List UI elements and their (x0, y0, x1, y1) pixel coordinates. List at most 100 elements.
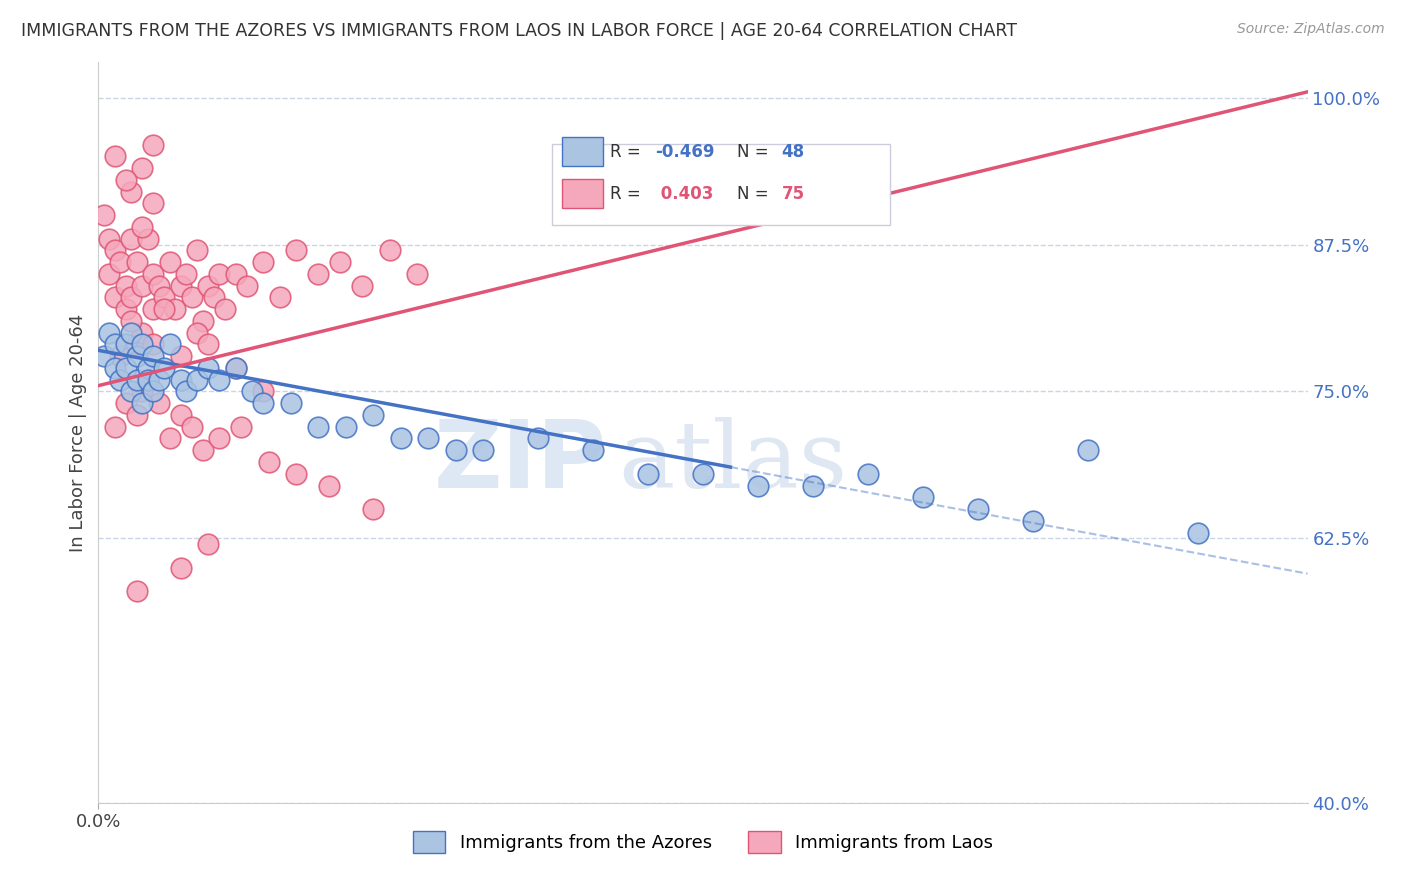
Point (966, 502, 988, 516)
Point (197, 361, 219, 376)
Point (104, 419, 127, 434)
Point (159, 432, 181, 446)
Point (208, 373, 231, 387)
Point (115, 361, 138, 376)
Point (170, 373, 193, 387)
Point (159, 255, 181, 269)
Point (125, 373, 148, 387)
Point (104, 244, 127, 258)
Point (104, 361, 127, 376)
Text: ZIP: ZIP (433, 417, 606, 508)
Point (361, 408, 384, 422)
Point (104, 149, 127, 163)
Point (214, 302, 236, 317)
Point (240, 384, 263, 399)
Point (406, 267, 429, 281)
Point (352, 278, 374, 293)
FancyBboxPatch shape (561, 179, 603, 209)
Point (104, 290, 127, 304)
Point (1187, 525, 1209, 540)
Point (98, 232, 121, 246)
Point (170, 408, 193, 422)
Point (1022, 514, 1045, 528)
Point (170, 349, 193, 363)
Point (125, 349, 148, 363)
Point (582, 443, 605, 458)
Text: 48: 48 (782, 143, 804, 161)
Point (444, 443, 467, 458)
Text: atlas: atlas (619, 417, 848, 508)
Point (93, 208, 115, 222)
Point (191, 314, 214, 328)
Point (1077, 443, 1099, 458)
Point (208, 267, 231, 281)
Point (142, 349, 165, 363)
Point (285, 467, 308, 481)
Point (165, 302, 187, 317)
Point (120, 384, 142, 399)
Point (801, 478, 824, 492)
Point (115, 337, 138, 351)
Point (153, 302, 176, 317)
Point (186, 244, 208, 258)
Point (472, 443, 495, 458)
Point (136, 373, 159, 387)
Point (98, 267, 121, 281)
Point (252, 396, 274, 410)
Point (142, 137, 165, 152)
Point (361, 502, 384, 516)
Point (170, 561, 193, 575)
Point (110, 255, 132, 269)
Text: Source: ZipAtlas.com: Source: ZipAtlas.com (1237, 22, 1385, 37)
Point (93, 349, 115, 363)
Point (142, 337, 165, 351)
Point (191, 443, 214, 458)
Text: IMMIGRANTS FROM THE AZORES VS IMMIGRANTS FROM LAOS IN LABOR FORCE | AGE 20-64 CO: IMMIGRANTS FROM THE AZORES VS IMMIGRANTS… (21, 22, 1017, 40)
Point (142, 302, 165, 317)
Point (120, 185, 142, 199)
Point (148, 396, 170, 410)
Text: -0.469: -0.469 (655, 143, 714, 161)
Point (131, 396, 153, 410)
Point (142, 196, 165, 211)
Point (318, 478, 340, 492)
Point (115, 173, 138, 187)
Point (142, 267, 165, 281)
Point (231, 419, 253, 434)
Point (280, 396, 302, 410)
Point (125, 337, 148, 351)
Point (153, 290, 176, 304)
Point (307, 419, 329, 434)
Point (197, 337, 219, 351)
Point (186, 373, 208, 387)
Point (285, 244, 308, 258)
Point (418, 432, 440, 446)
Point (225, 361, 247, 376)
Point (110, 349, 132, 363)
Y-axis label: In Labor Force | Age 20-64: In Labor Force | Age 20-64 (69, 313, 87, 552)
Point (115, 396, 138, 410)
Point (131, 384, 153, 399)
Text: 0.403: 0.403 (655, 186, 713, 203)
Point (136, 232, 159, 246)
Point (115, 278, 138, 293)
Point (131, 326, 153, 340)
Point (180, 290, 202, 304)
Point (225, 361, 247, 376)
Point (120, 232, 142, 246)
Point (142, 384, 165, 399)
Point (378, 244, 401, 258)
Text: 75: 75 (782, 186, 804, 203)
Point (125, 408, 148, 422)
Point (197, 537, 219, 551)
Point (131, 161, 153, 176)
Point (176, 384, 198, 399)
Point (252, 255, 274, 269)
Point (170, 278, 193, 293)
Point (125, 584, 148, 599)
Point (98, 326, 121, 340)
Text: N =: N = (737, 186, 773, 203)
Point (104, 337, 127, 351)
Text: R =: R = (610, 186, 645, 203)
Point (335, 419, 357, 434)
